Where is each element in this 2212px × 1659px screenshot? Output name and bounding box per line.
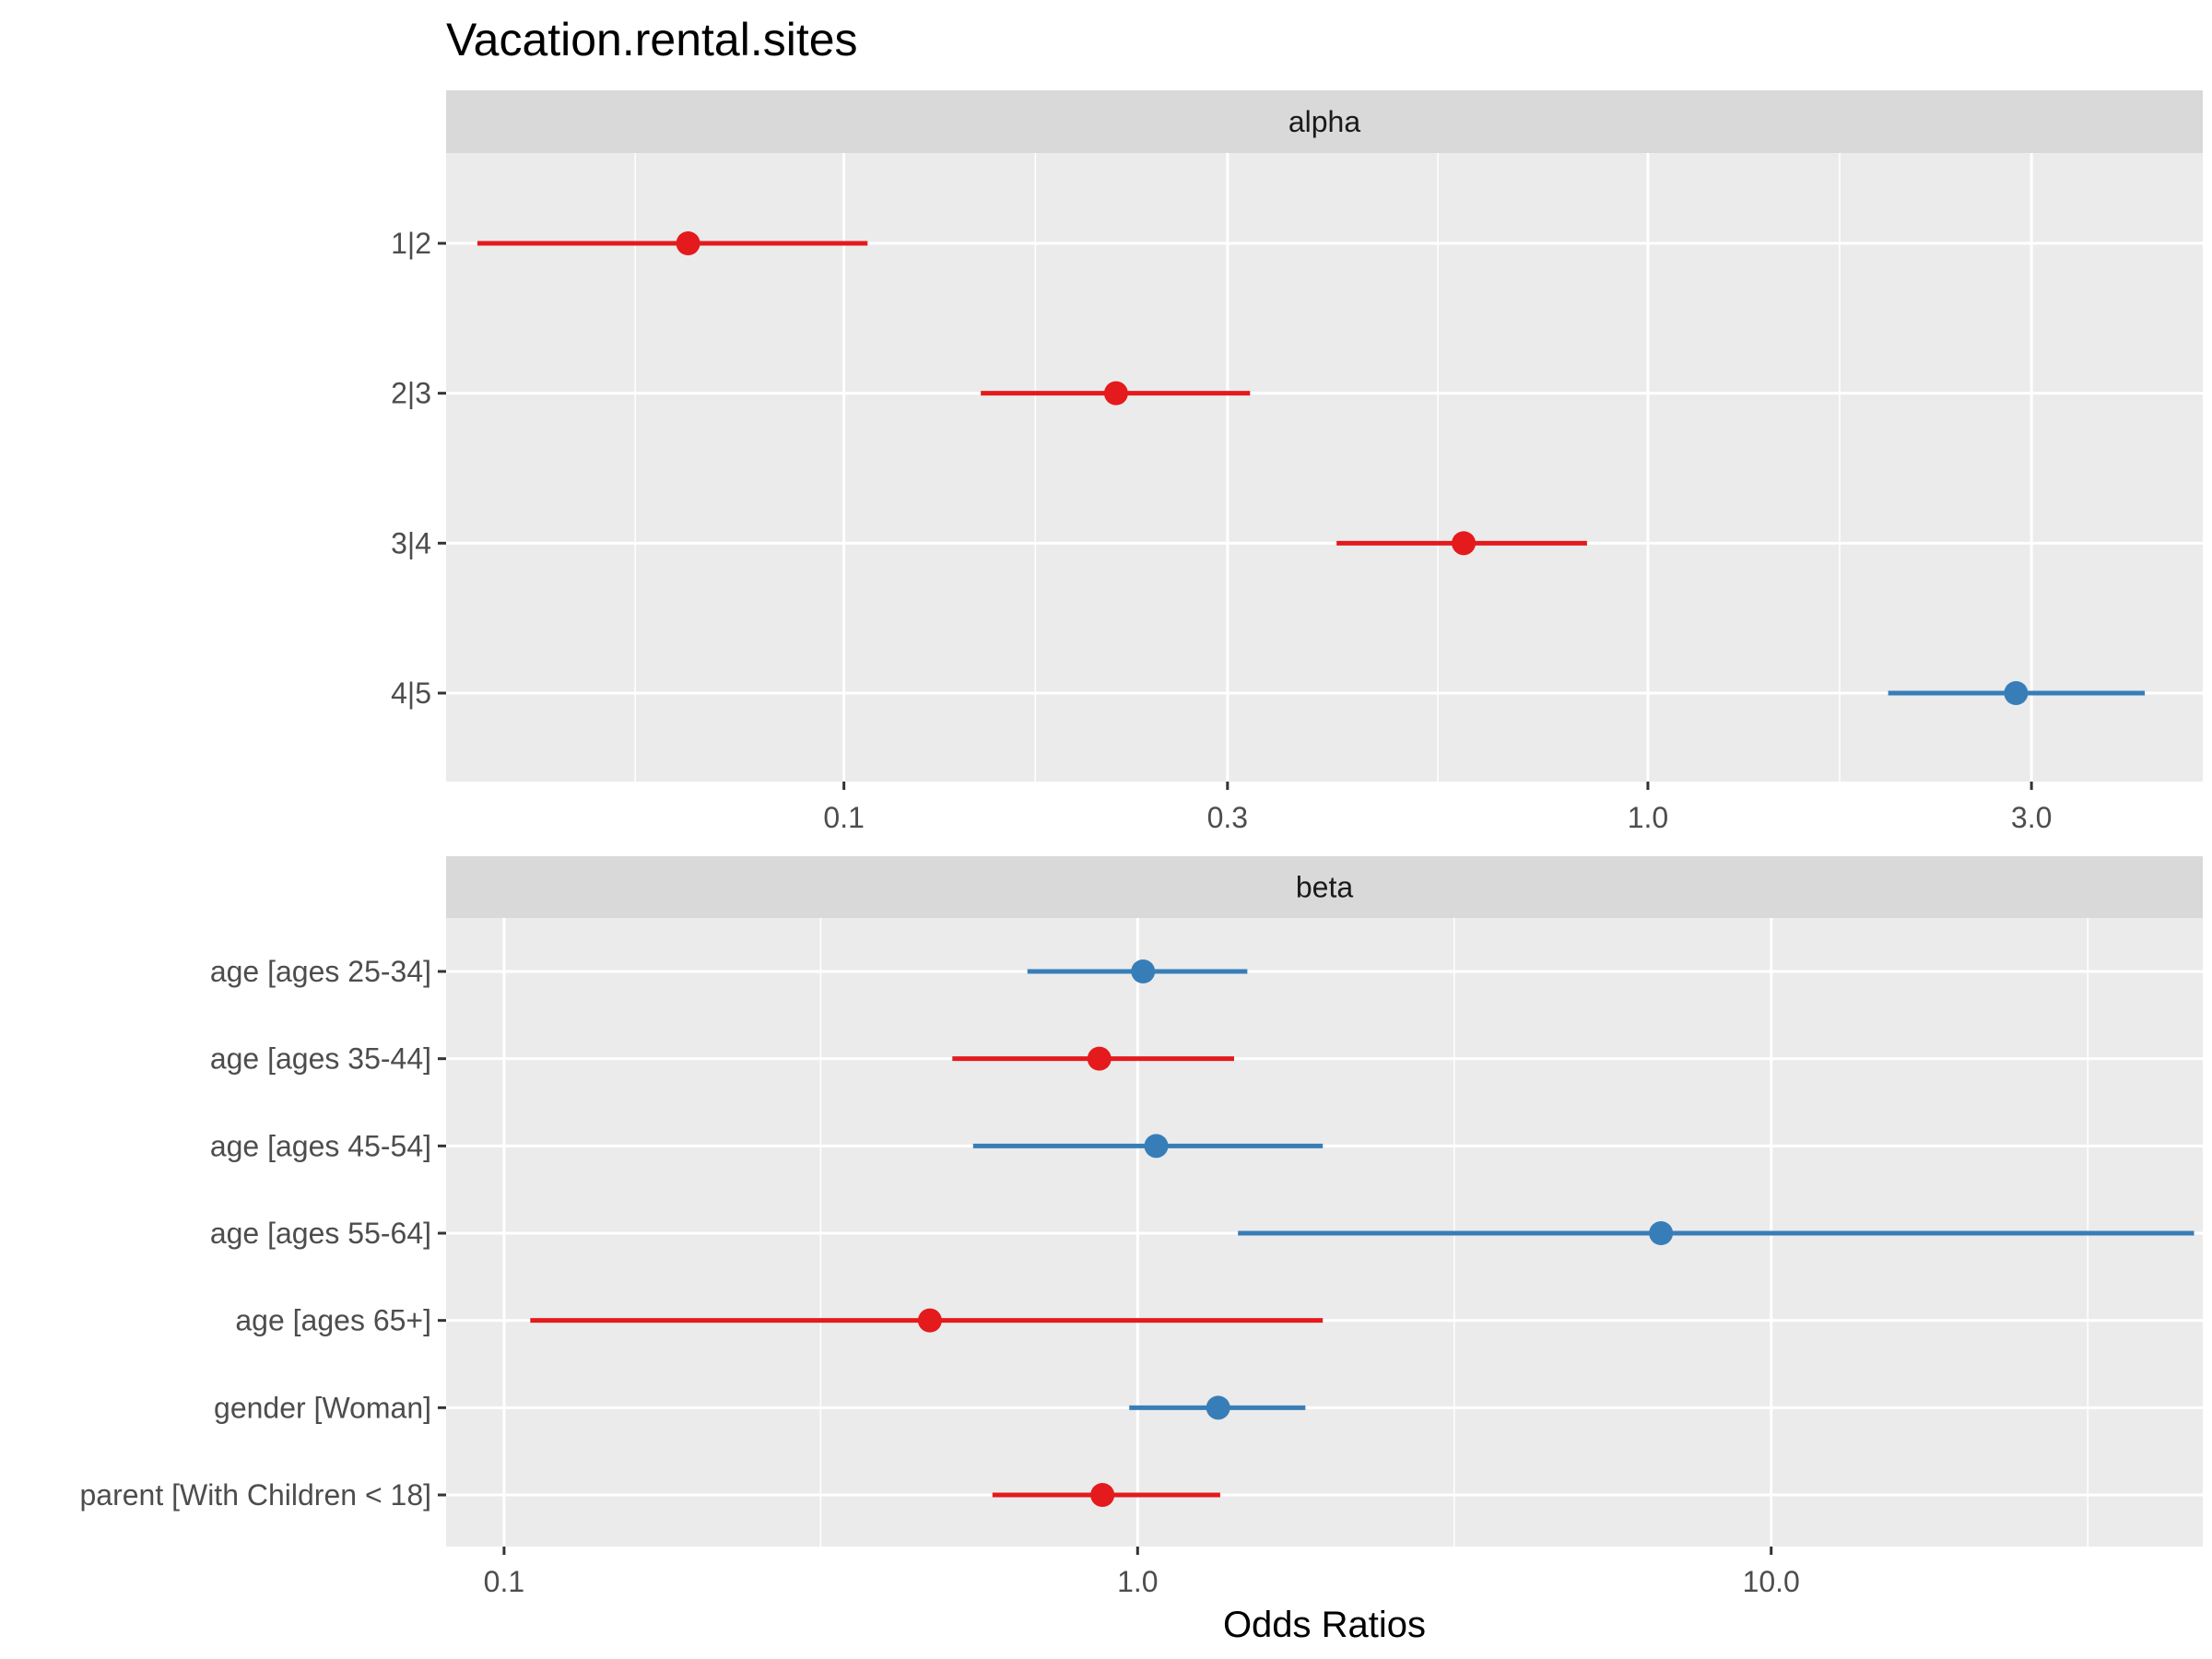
facet-panels: alpha 0.1 0.3 1.0 3.0 1|2 2|3 3|4 4|5 beta 0.1 1.0 1… xyxy=(79,90,2203,1598)
y-tick-label: age [ages 55-64] xyxy=(210,1217,431,1250)
y-tick-label: age [ages 45-54] xyxy=(210,1129,431,1162)
x-tick-label: 0.1 xyxy=(484,1565,524,1598)
point-estimate xyxy=(1144,1134,1169,1159)
y-tick-label: 4|5 xyxy=(391,677,431,710)
strip-label: beta xyxy=(1296,871,1353,904)
point-estimate xyxy=(676,231,700,255)
panel-beta: beta 0.1 1.0 10.0 age [ages 25-34] age [ages … xyxy=(79,856,2203,1598)
y-tick-label: 1|2 xyxy=(391,227,431,260)
point-estimate xyxy=(1087,1046,1112,1071)
x-tick-label: 1.0 xyxy=(1628,801,1668,834)
y-tick-label: 3|4 xyxy=(391,526,431,559)
x-tick-label: 0.1 xyxy=(823,801,864,834)
x-tick-label: 10.0 xyxy=(1743,1565,1800,1598)
point-estimate xyxy=(917,1308,942,1333)
point-estimate xyxy=(1090,1483,1115,1507)
panel-alpha: alpha 0.1 0.3 1.0 3.0 1|2 2|3 3|4 4|5 xyxy=(391,90,2203,834)
point-estimate xyxy=(1649,1221,1674,1245)
x-tick-label: 0.3 xyxy=(1207,801,1248,834)
y-tick-label: 2|3 xyxy=(391,377,431,410)
y-tick-label: age [ages 25-34] xyxy=(210,955,431,988)
strip-alpha xyxy=(446,90,2203,153)
point-estimate xyxy=(1452,531,1477,556)
y-tick-label: parent [With Children < 18] xyxy=(79,1478,431,1512)
strip-label: alpha xyxy=(1288,105,1361,138)
point-estimate xyxy=(2004,681,2029,705)
y-tick-label: gender [Woman] xyxy=(214,1391,431,1424)
y-tick-label: age [ages 35-44] xyxy=(210,1042,431,1076)
strip-beta xyxy=(446,856,2203,918)
y-tick-label: age [ages 65+] xyxy=(235,1304,431,1337)
point-estimate xyxy=(1131,959,1156,983)
panel-background xyxy=(446,153,2203,782)
point-estimate xyxy=(1103,381,1128,406)
x-tick-label: 3.0 xyxy=(2011,801,2052,834)
x-axis-title: Odds Ratios xyxy=(1223,1605,1426,1645)
chart-title: Vacation.rental.sites xyxy=(446,14,858,65)
point-estimate xyxy=(1206,1395,1230,1420)
x-tick-label: 1.0 xyxy=(1117,1565,1158,1598)
